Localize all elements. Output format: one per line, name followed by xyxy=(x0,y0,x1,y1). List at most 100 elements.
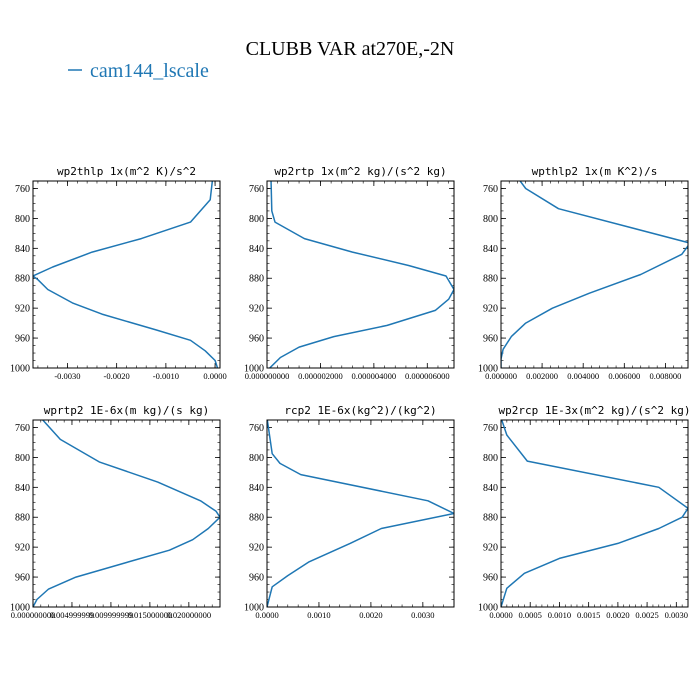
x-tick-label: -0.0020 xyxy=(104,371,130,381)
y-tick-label: 1000 xyxy=(10,603,30,614)
plot-frame xyxy=(266,419,455,608)
x-tick-label: 0.0000 xyxy=(203,371,226,381)
x-tick-label: 0.000006000 xyxy=(405,371,450,381)
legend-label: cam144_lscale xyxy=(90,60,209,82)
panel-title: wp2rtp 1x(m^2 kg)/(s^2 kg) xyxy=(274,165,446,178)
series-line-1 xyxy=(269,181,454,368)
y-tick-label: 960 xyxy=(483,334,498,345)
y-tick-label: 800 xyxy=(15,453,30,464)
y-tick-label: 920 xyxy=(15,304,30,315)
y-tick-label: 800 xyxy=(483,214,498,225)
y-tick-label: 960 xyxy=(483,573,498,584)
x-tick-label: 0.000004000 xyxy=(352,371,397,381)
x-tick-label: 0.0015 xyxy=(577,610,600,620)
series-line-1 xyxy=(267,420,454,607)
y-tick-label: 800 xyxy=(249,214,264,225)
series-line-1 xyxy=(33,181,219,368)
figure-title: CLUBB VAR at270E,-2N xyxy=(246,38,455,60)
x-tick-label: -0.0010 xyxy=(153,371,179,381)
y-tick-label: 760 xyxy=(249,184,264,195)
plot-frame xyxy=(266,180,455,369)
y-tick-label: 920 xyxy=(249,304,264,315)
y-tick-label: 960 xyxy=(15,573,30,584)
y-tick-label: 920 xyxy=(483,304,498,315)
y-tick-label: 920 xyxy=(249,543,264,554)
x-tick-label: 0.004000 xyxy=(567,371,599,381)
x-tick-label: 0.015000000 xyxy=(128,610,173,620)
y-tick-label: 840 xyxy=(249,244,264,255)
x-tick-label: 0.0020 xyxy=(606,610,629,620)
x-tick-label: 0.008000 xyxy=(649,371,681,381)
x-tick-label: 0.002000 xyxy=(526,371,558,381)
x-tick-label: 0.0010 xyxy=(307,610,330,620)
y-tick-label: 960 xyxy=(249,334,264,345)
y-tick-label: 960 xyxy=(15,334,30,345)
series-line-1 xyxy=(501,181,688,368)
y-tick-label: 800 xyxy=(249,453,264,464)
y-tick-label: 840 xyxy=(15,244,30,255)
panel-5: rcp2 1E-6x(kg^2)/(kg^2) 760 800 840 880 920 96… xyxy=(244,404,455,620)
panel-title: rcp2 1E-6x(kg^2)/(kg^2) xyxy=(284,404,436,417)
y-tick-label: 880 xyxy=(483,513,498,524)
y-tick-label: 840 xyxy=(483,244,498,255)
y-tick-label: 760 xyxy=(483,423,498,434)
x-tick-label: 0.0000 xyxy=(255,610,278,620)
y-tick-label: 920 xyxy=(15,543,30,554)
x-tick-label: -0.0030 xyxy=(54,371,80,381)
y-tick-label: 880 xyxy=(483,274,498,285)
series-line-1 xyxy=(33,420,220,607)
y-tick-label: 760 xyxy=(249,423,264,434)
panel-6: wp2rcp 1E-3x(m^2 kg)/(s^2 kg)760 800 840 88… xyxy=(478,404,691,620)
panel-3: wpthlp2 1x(m K^2)/s 760 800 840 880 920 960 100… xyxy=(478,165,689,381)
x-tick-label: 0.009999999 xyxy=(89,610,134,620)
y-tick-label: 960 xyxy=(249,573,264,584)
y-tick-label: 840 xyxy=(249,483,264,494)
plot-frame xyxy=(32,419,221,608)
plot-frame xyxy=(500,180,689,369)
y-tick-label: 880 xyxy=(15,274,30,285)
panel-title: wp2rcp 1E-3x(m^2 kg)/(s^2 kg) xyxy=(498,404,690,417)
panel-title: wprtp2 1E-6x(m kg)/(s kg) xyxy=(44,404,210,417)
series-line-1 xyxy=(501,420,688,607)
panel-1: wp2thlp 1x(m^2 K)/s^2 760 800 840 880 920 960 1… xyxy=(10,165,227,381)
panels: wp2thlp 1x(m^2 K)/s^2 760 800 840 880 920 960 1… xyxy=(10,165,691,620)
x-tick-label: 0.004999999 xyxy=(50,610,95,620)
y-tick-label: 840 xyxy=(483,483,498,494)
y-tick-label: 1000 xyxy=(244,364,264,375)
x-tick-label: 0.000000000 xyxy=(245,371,290,381)
panel-title: wpthlp2 1x(m K^2)/s xyxy=(532,165,658,178)
panel-title: wp2thlp 1x(m^2 K)/s^2 xyxy=(57,165,196,178)
x-tick-label: 0.000000 xyxy=(485,371,517,381)
panel-4: wprtp2 1E-6x(m kg)/(s kg) 760 800 840 880 920… xyxy=(10,404,221,620)
x-tick-label: 0.0020 xyxy=(359,610,382,620)
y-tick-label: 1000 xyxy=(10,364,30,375)
x-tick-label: 0.0030 xyxy=(411,610,434,620)
y-tick-label: 760 xyxy=(15,423,30,434)
plot-frame xyxy=(32,180,221,369)
y-tick-label: 800 xyxy=(483,453,498,464)
panel-2: wp2rtp 1x(m^2 kg)/(s^2 kg) 760 800 840 880 92… xyxy=(244,165,455,381)
x-tick-label: 0.0010 xyxy=(548,610,571,620)
legend: cam144_lscale xyxy=(68,60,209,82)
x-tick-label: 0.0005 xyxy=(519,610,542,620)
y-tick-label: 920 xyxy=(483,543,498,554)
y-tick-label: 840 xyxy=(15,483,30,494)
y-tick-label: 880 xyxy=(249,274,264,285)
y-tick-label: 1000 xyxy=(244,603,264,614)
x-tick-label: 0.000002000 xyxy=(298,371,343,381)
y-tick-label: 760 xyxy=(15,184,30,195)
x-tick-label: 0.0025 xyxy=(635,610,658,620)
y-tick-label: 800 xyxy=(15,214,30,225)
x-tick-label: 0.006000 xyxy=(608,371,640,381)
y-tick-label: 1000 xyxy=(478,603,498,614)
plot-frame xyxy=(500,419,689,608)
x-tick-label: 0.020000000 xyxy=(167,610,212,620)
y-tick-label: 880 xyxy=(249,513,264,524)
y-tick-label: 880 xyxy=(15,513,30,524)
x-tick-label: 0.0000 xyxy=(489,610,512,620)
x-tick-label: 0.000000000 xyxy=(11,610,56,620)
x-tick-label: 0.0030 xyxy=(665,610,688,620)
y-tick-label: 1000 xyxy=(478,364,498,375)
y-tick-label: 760 xyxy=(483,184,498,195)
